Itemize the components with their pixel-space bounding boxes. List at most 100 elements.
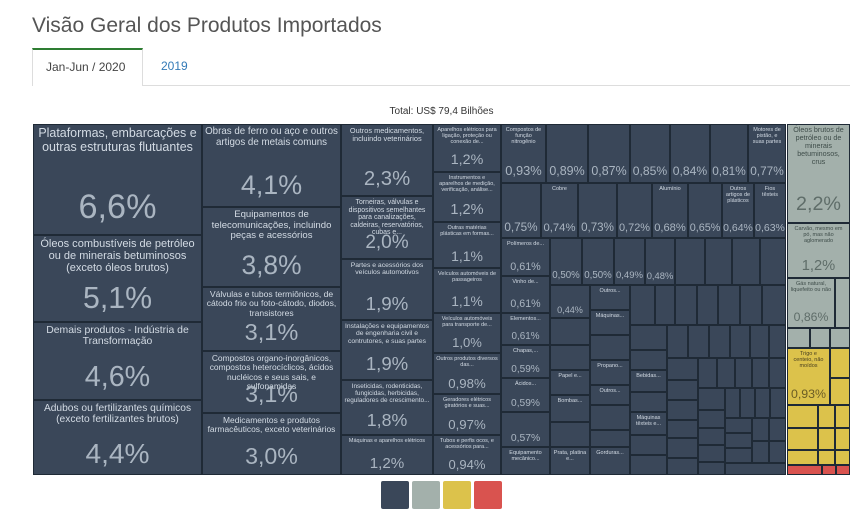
icon-industry[interactable] (381, 481, 409, 509)
treemap-tile[interactable]: Inseticidas, rodenticidas, fungicidas, h… (341, 380, 433, 435)
treemap-tile[interactable]: Veículos automóveis para transporte de..… (433, 313, 501, 353)
icon-agriculture[interactable] (443, 481, 471, 509)
treemap-tile[interactable] (752, 418, 769, 441)
treemap-tile[interactable] (725, 463, 786, 475)
icon-mining[interactable] (412, 481, 440, 509)
treemap-tile[interactable]: Outros produtos diversos das... 0,98% (433, 353, 501, 394)
treemap-tile[interactable] (762, 285, 786, 325)
treemap-tile[interactable]: Veículos automóveis de passageiros 1,1% (433, 268, 501, 313)
treemap-tile[interactable] (697, 285, 718, 325)
treemap-tile[interactable] (630, 325, 667, 350)
treemap-tile[interactable] (770, 388, 786, 418)
treemap-tile[interactable] (667, 438, 698, 458)
treemap-tile[interactable]: Compostos organo-inorgânicos, compostos … (202, 351, 341, 413)
treemap-tile[interactable] (630, 435, 667, 455)
treemap-tile[interactable] (725, 433, 752, 448)
treemap-tile[interactable]: Prata, platina e... (550, 447, 590, 475)
treemap-tile[interactable]: Propano... (590, 360, 630, 385)
treemap-tile[interactable] (725, 448, 752, 463)
treemap-tile[interactable]: 0,84% (670, 124, 710, 183)
treemap-tile[interactable]: Demais produtos - Indústria de Transform… (33, 322, 202, 400)
treemap-tile[interactable]: Partes e acessórios dos veículos automot… (341, 259, 433, 320)
treemap-tile[interactable]: 0,73% (578, 183, 617, 238)
treemap-tile[interactable]: Aparelhos elétricos para ligação, proteç… (433, 124, 501, 172)
treemap-tile[interactable] (810, 328, 830, 348)
treemap-tile[interactable] (550, 422, 590, 447)
treemap-tile[interactable] (787, 428, 818, 450)
treemap-tile[interactable] (835, 278, 850, 328)
treemap-tile[interactable] (630, 285, 655, 325)
treemap-tile[interactable] (698, 410, 725, 428)
treemap-tile[interactable]: Óleos combustíveis de petróleo ou de min… (33, 235, 202, 322)
treemap-tile[interactable] (590, 430, 630, 447)
treemap-tile[interactable] (698, 358, 717, 388)
treemap-tile[interactable] (740, 285, 762, 325)
treemap-tile[interactable] (755, 388, 770, 418)
treemap-tile[interactable] (725, 388, 740, 418)
treemap-tile[interactable]: Ácidos... 0,59% (501, 378, 550, 412)
treemap-tile[interactable]: Torneiras, válvulas e dispositivos semel… (341, 196, 433, 259)
treemap-tile[interactable] (667, 458, 698, 475)
treemap-tile[interactable] (667, 380, 698, 400)
treemap-tile[interactable]: Geradores elétricos giratórios e suas...… (433, 394, 501, 435)
treemap-tile[interactable] (590, 405, 630, 430)
treemap-tile[interactable] (688, 325, 709, 358)
treemap-tile[interactable]: Outros artigos de plásticos 0,64% (722, 183, 754, 238)
treemap-tile[interactable]: Máquinas têxteis e... (630, 412, 667, 435)
treemap-tile[interactable]: Outros medicamentos, incluindo veterinár… (341, 124, 433, 196)
treemap-tile[interactable]: Vinho de... 0,61% (501, 276, 550, 313)
treemap-tile[interactable]: 0,49% (614, 238, 645, 285)
treemap-tile[interactable] (769, 358, 786, 388)
treemap-tile[interactable] (836, 465, 850, 475)
treemap-tile[interactable]: Equipamentos de telecomunicações, inclui… (202, 207, 341, 287)
treemap-tile[interactable] (667, 420, 698, 438)
treemap-tile[interactable] (830, 328, 850, 348)
treemap-tile[interactable]: 0,81% (710, 124, 748, 183)
treemap-tile[interactable]: 0,72% (617, 183, 652, 238)
tab-active[interactable] (32, 48, 143, 86)
treemap-tile[interactable] (698, 428, 725, 445)
treemap-tile[interactable] (760, 238, 786, 285)
treemap-tile[interactable] (818, 450, 835, 465)
treemap-tile[interactable]: 0,89% (546, 124, 588, 183)
treemap-tile[interactable]: Motores de pistão, e suas partes 0,77% (748, 124, 786, 183)
treemap-tile[interactable] (655, 285, 675, 325)
treemap-tile[interactable] (835, 405, 850, 428)
treemap-tile[interactable] (698, 445, 725, 462)
treemap-tile[interactable] (732, 238, 760, 285)
treemap-tile[interactable]: 0,85% (630, 124, 670, 183)
treemap-tile[interactable]: 0,44% (550, 285, 590, 318)
treemap-tile[interactable] (818, 428, 835, 450)
treemap-tile[interactable]: Gorduras... (590, 447, 630, 475)
treemap-tile[interactable]: Instalações e equipamentos de engenharia… (341, 320, 433, 380)
treemap-tile[interactable] (787, 405, 818, 428)
treemap-tile[interactable]: 0,50% (582, 238, 614, 285)
treemap-tile[interactable]: Carvão, mesmo em pó, mas não aglomerado 1… (787, 223, 850, 278)
treemap-tile[interactable] (550, 318, 590, 345)
treemap-tile[interactable]: Válvulas e tubos termiônicos, de cátodo … (202, 287, 341, 351)
treemap-tile[interactable]: Alumínio 0,68% (652, 183, 688, 238)
treemap-tile[interactable] (709, 325, 730, 358)
treemap-tile[interactable]: 0,75% (501, 183, 541, 238)
treemap-tile[interactable]: Bombas... (550, 395, 590, 422)
treemap-tile[interactable]: Outros... (590, 385, 630, 405)
treemap-tile[interactable] (698, 388, 725, 410)
treemap-tile[interactable]: Plataformas, embarcações e outras estrut… (33, 124, 202, 235)
treemap-tile[interactable]: 0,48% (645, 238, 675, 285)
tab-label[interactable]: Jan-Jun / 2020 (46, 60, 126, 74)
treemap-tile[interactable]: 0,65% (688, 183, 722, 238)
treemap-tile[interactable] (730, 325, 750, 358)
treemap-tile[interactable] (769, 325, 786, 358)
treemap-tile[interactable]: Polímeros de... 0,61% (501, 238, 550, 276)
treemap-tile[interactable] (740, 388, 755, 418)
treemap-tile[interactable] (787, 328, 810, 348)
treemap-tile[interactable]: Obras de ferro ou aço e outros artigos d… (202, 124, 341, 207)
treemap-tile[interactable] (675, 285, 697, 325)
treemap-tile[interactable] (675, 238, 705, 285)
treemap-tile[interactable]: Outras matérias plásticas em formas... 1,… (433, 222, 501, 268)
treemap-tile[interactable] (590, 335, 630, 360)
treemap-tile[interactable] (818, 405, 835, 428)
treemap-tile[interactable] (752, 358, 769, 388)
treemap-tile[interactable] (667, 325, 688, 358)
treemap-tile[interactable] (705, 238, 732, 285)
